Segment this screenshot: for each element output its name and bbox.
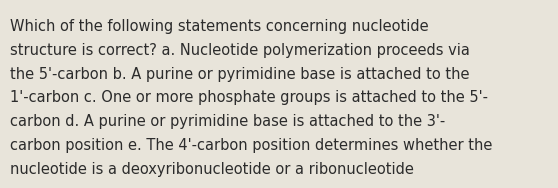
Text: carbon d. A purine or pyrimidine base is attached to the 3'-: carbon d. A purine or pyrimidine base is… — [10, 114, 445, 129]
Text: Which of the following statements concerning nucleotide: Which of the following statements concer… — [10, 19, 429, 34]
Text: nucleotide is a deoxyribonucleotide or a ribonucleotide: nucleotide is a deoxyribonucleotide or a… — [10, 162, 414, 177]
Text: structure is correct? a. Nucleotide polymerization proceeds via: structure is correct? a. Nucleotide poly… — [10, 43, 470, 58]
Text: the 5'-carbon b. A purine or pyrimidine base is attached to the: the 5'-carbon b. A purine or pyrimidine … — [10, 67, 469, 82]
Text: carbon position e. The 4'-carbon position determines whether the: carbon position e. The 4'-carbon positio… — [10, 138, 492, 153]
Text: 1'-carbon c. One or more phosphate groups is attached to the 5'-: 1'-carbon c. One or more phosphate group… — [10, 90, 488, 105]
